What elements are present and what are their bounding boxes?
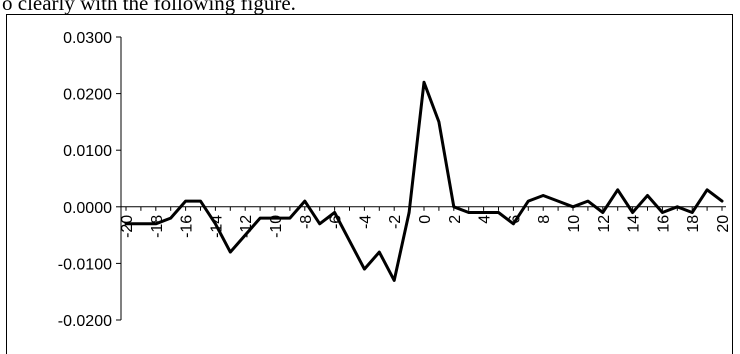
x-tick-label: 2 <box>447 215 464 224</box>
x-tick-label: -4 <box>357 215 374 229</box>
data-point <box>214 222 217 225</box>
x-tick-label: 20 <box>715 215 732 233</box>
data-point <box>378 250 381 254</box>
caption-text: o clearly with the following figure. <box>2 0 296 15</box>
data-point <box>124 222 128 225</box>
data-point <box>407 211 411 214</box>
data-point <box>229 250 232 254</box>
data-point <box>556 199 560 203</box>
x-tick-label: 8 <box>536 215 553 224</box>
y-tick-label: 0.0100 <box>63 143 112 160</box>
x-tick-label: -16 <box>179 215 196 238</box>
data-point <box>720 199 724 203</box>
x-tick-label: 18 <box>685 215 702 233</box>
data-point <box>422 81 426 84</box>
data-point <box>348 239 351 242</box>
data-point <box>691 211 694 214</box>
data-point <box>512 222 515 225</box>
data-point <box>303 199 306 203</box>
data-point <box>363 267 366 271</box>
data-point <box>676 205 679 208</box>
data-point <box>139 222 143 225</box>
data-point <box>646 194 649 197</box>
x-tick-label: 12 <box>596 215 613 233</box>
data-point <box>601 211 604 214</box>
x-tick-label: -8 <box>298 215 315 229</box>
x-tick-label: 10 <box>566 215 583 233</box>
data-point <box>661 211 664 214</box>
line-chart: 0.0300 0.0200 0.0100 0.0000 -0.0100 -0.0200 -… <box>58 30 732 330</box>
x-tick-label: -2 <box>387 215 404 229</box>
series-line <box>124 80 724 282</box>
data-point <box>586 199 590 203</box>
data-point <box>318 222 321 225</box>
y-tick-label: 0.0000 <box>63 200 112 217</box>
series-group <box>124 80 724 282</box>
data-point <box>437 120 441 124</box>
data-point <box>184 199 187 203</box>
data-point <box>258 216 262 220</box>
x-tick-label: 16 <box>655 215 672 233</box>
y-axis: 0.0300 0.0200 0.0100 0.0000 -0.0100 -0.0200 <box>58 30 122 330</box>
x-tick-label: -12 <box>238 215 255 238</box>
x-tick-label: 14 <box>626 215 643 233</box>
y-tick-label: 0.0200 <box>63 87 112 104</box>
data-point <box>393 279 396 282</box>
x-tick-label: -20 <box>119 215 136 238</box>
data-point <box>571 205 575 208</box>
data-point <box>333 211 336 214</box>
data-point <box>527 199 530 203</box>
figure-frame <box>6 14 733 354</box>
data-point <box>631 211 634 214</box>
data-point <box>244 233 247 237</box>
data-point <box>154 222 157 225</box>
data-point <box>273 216 277 220</box>
x-tick-label: 4 <box>477 215 494 224</box>
data-point <box>169 216 172 220</box>
data-point <box>542 194 545 197</box>
data-point <box>705 188 709 192</box>
y-tick-label: -0.0100 <box>58 256 112 273</box>
x-tick-label: 0 <box>417 215 434 224</box>
data-point <box>452 205 455 208</box>
data-point <box>616 188 619 192</box>
y-tick-label: 0.0300 <box>63 30 112 47</box>
data-point <box>288 216 292 220</box>
y-tick-label: -0.0200 <box>58 313 112 330</box>
data-point <box>482 211 485 214</box>
x-tick-label: -10 <box>268 215 285 238</box>
data-point <box>467 211 470 214</box>
x-tick-label: -18 <box>149 215 166 238</box>
data-point <box>497 211 500 214</box>
x-axis: -20 -18 -16 -14 -12 -10 -8 -6 -4 -2 0 2 4 6 8 10 12 14 16 1… <box>119 206 732 238</box>
data-point <box>199 199 202 203</box>
